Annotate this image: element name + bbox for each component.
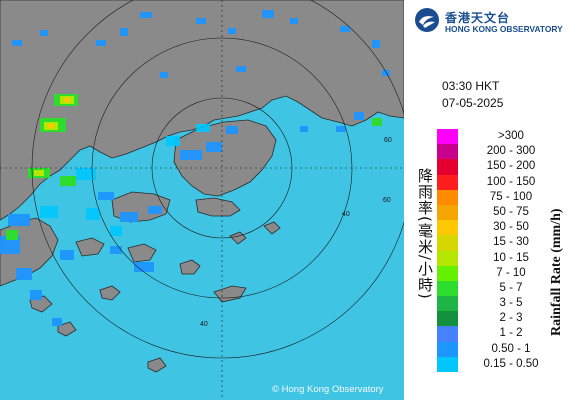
color-scale-labels: >300 200 - 300 150 - 200 100 - 150 75 - 100 5…	[476, 129, 546, 372]
legend-label: 5 - 7	[499, 281, 523, 294]
legend-title-cn: 降雨率(毫米/小時)	[416, 168, 434, 300]
legend-swatch	[437, 265, 458, 281]
legend-label: 0.50 - 1	[491, 342, 531, 355]
ring-label: 40	[200, 321, 208, 328]
observation-date: 07-05-2025	[442, 96, 504, 110]
island-h	[147, 357, 167, 373]
legend-swatch	[437, 280, 458, 297]
ring-label: 60	[384, 137, 392, 144]
radar-map[interactable]: 60 60 40 40 © Hong Kong Observatory	[0, 0, 404, 400]
color-scale	[437, 129, 458, 372]
new-territories	[173, 119, 277, 197]
island-c	[127, 243, 157, 263]
legend-swatch	[437, 235, 458, 251]
island-j	[229, 231, 247, 245]
legend-label: 1 - 2	[499, 327, 523, 340]
legend-swatch	[437, 220, 458, 236]
island-e	[99, 285, 121, 301]
island-d	[179, 259, 201, 275]
legend-label: 7 - 10	[496, 266, 526, 279]
legend-label: 50 - 75	[493, 205, 529, 218]
legend-label: 150 - 200	[486, 160, 536, 173]
legend-panel: 香港天文台 HONG KONG OBSERVATORY 03:30 HKT 07…	[404, 0, 577, 400]
legend-label: 10 - 15	[493, 251, 529, 264]
legend-title-en: Rainfall Rate (mm/h)	[549, 208, 564, 336]
org-name-cn: 香港天文台	[445, 11, 511, 25]
legend-swatch	[437, 250, 458, 266]
island-b	[75, 237, 105, 257]
legend-label: 15 - 30	[493, 236, 529, 249]
island-a	[213, 285, 247, 303]
legend-label: 30 - 50	[493, 221, 529, 234]
org-name-en: HONG KONG OBSERVATORY	[445, 24, 563, 34]
hko-logo-icon	[415, 8, 439, 32]
copyright-text: © Hong Kong Observatory	[272, 384, 384, 395]
hko-logo: 香港天文台 HONG KONG OBSERVATORY	[414, 7, 574, 35]
legend-swatch	[437, 311, 458, 327]
legend-swatch	[437, 129, 458, 145]
mainland-north	[0, 0, 404, 221]
range-rings	[0, 0, 404, 400]
legend-swatch	[437, 174, 458, 190]
land-areas	[0, 0, 404, 373]
island-i	[263, 221, 281, 235]
island-g	[57, 321, 77, 337]
legend-label: 0.15 - 0.50	[483, 357, 539, 370]
legend-swatch	[437, 159, 458, 175]
observation-time: 03:30 HKT	[442, 79, 500, 93]
legend-swatch	[437, 189, 458, 205]
ring-label: 60	[383, 197, 391, 204]
legend-swatch	[437, 204, 458, 221]
legend-label: 200 - 300	[486, 145, 536, 158]
legend-swatch	[437, 296, 458, 312]
ring-label: 40	[342, 211, 350, 218]
legend-swatch	[437, 144, 458, 160]
range-ring-labels: 60 60 40 40	[200, 137, 392, 328]
rain-echoes	[0, 10, 390, 326]
legend-label: 3 - 5	[499, 297, 523, 310]
legend-label: >300	[498, 130, 524, 142]
legend-label: 75 - 100	[489, 190, 533, 203]
legend-swatch	[437, 341, 458, 357]
legend-swatch	[437, 356, 458, 372]
legend-label: 2 - 3	[499, 312, 523, 325]
hong-kong-island	[195, 197, 241, 217]
legend-label: 100 - 150	[486, 175, 536, 188]
legend-swatch	[437, 326, 458, 342]
radar-map-graphic: 60 60 40 40	[0, 0, 404, 400]
